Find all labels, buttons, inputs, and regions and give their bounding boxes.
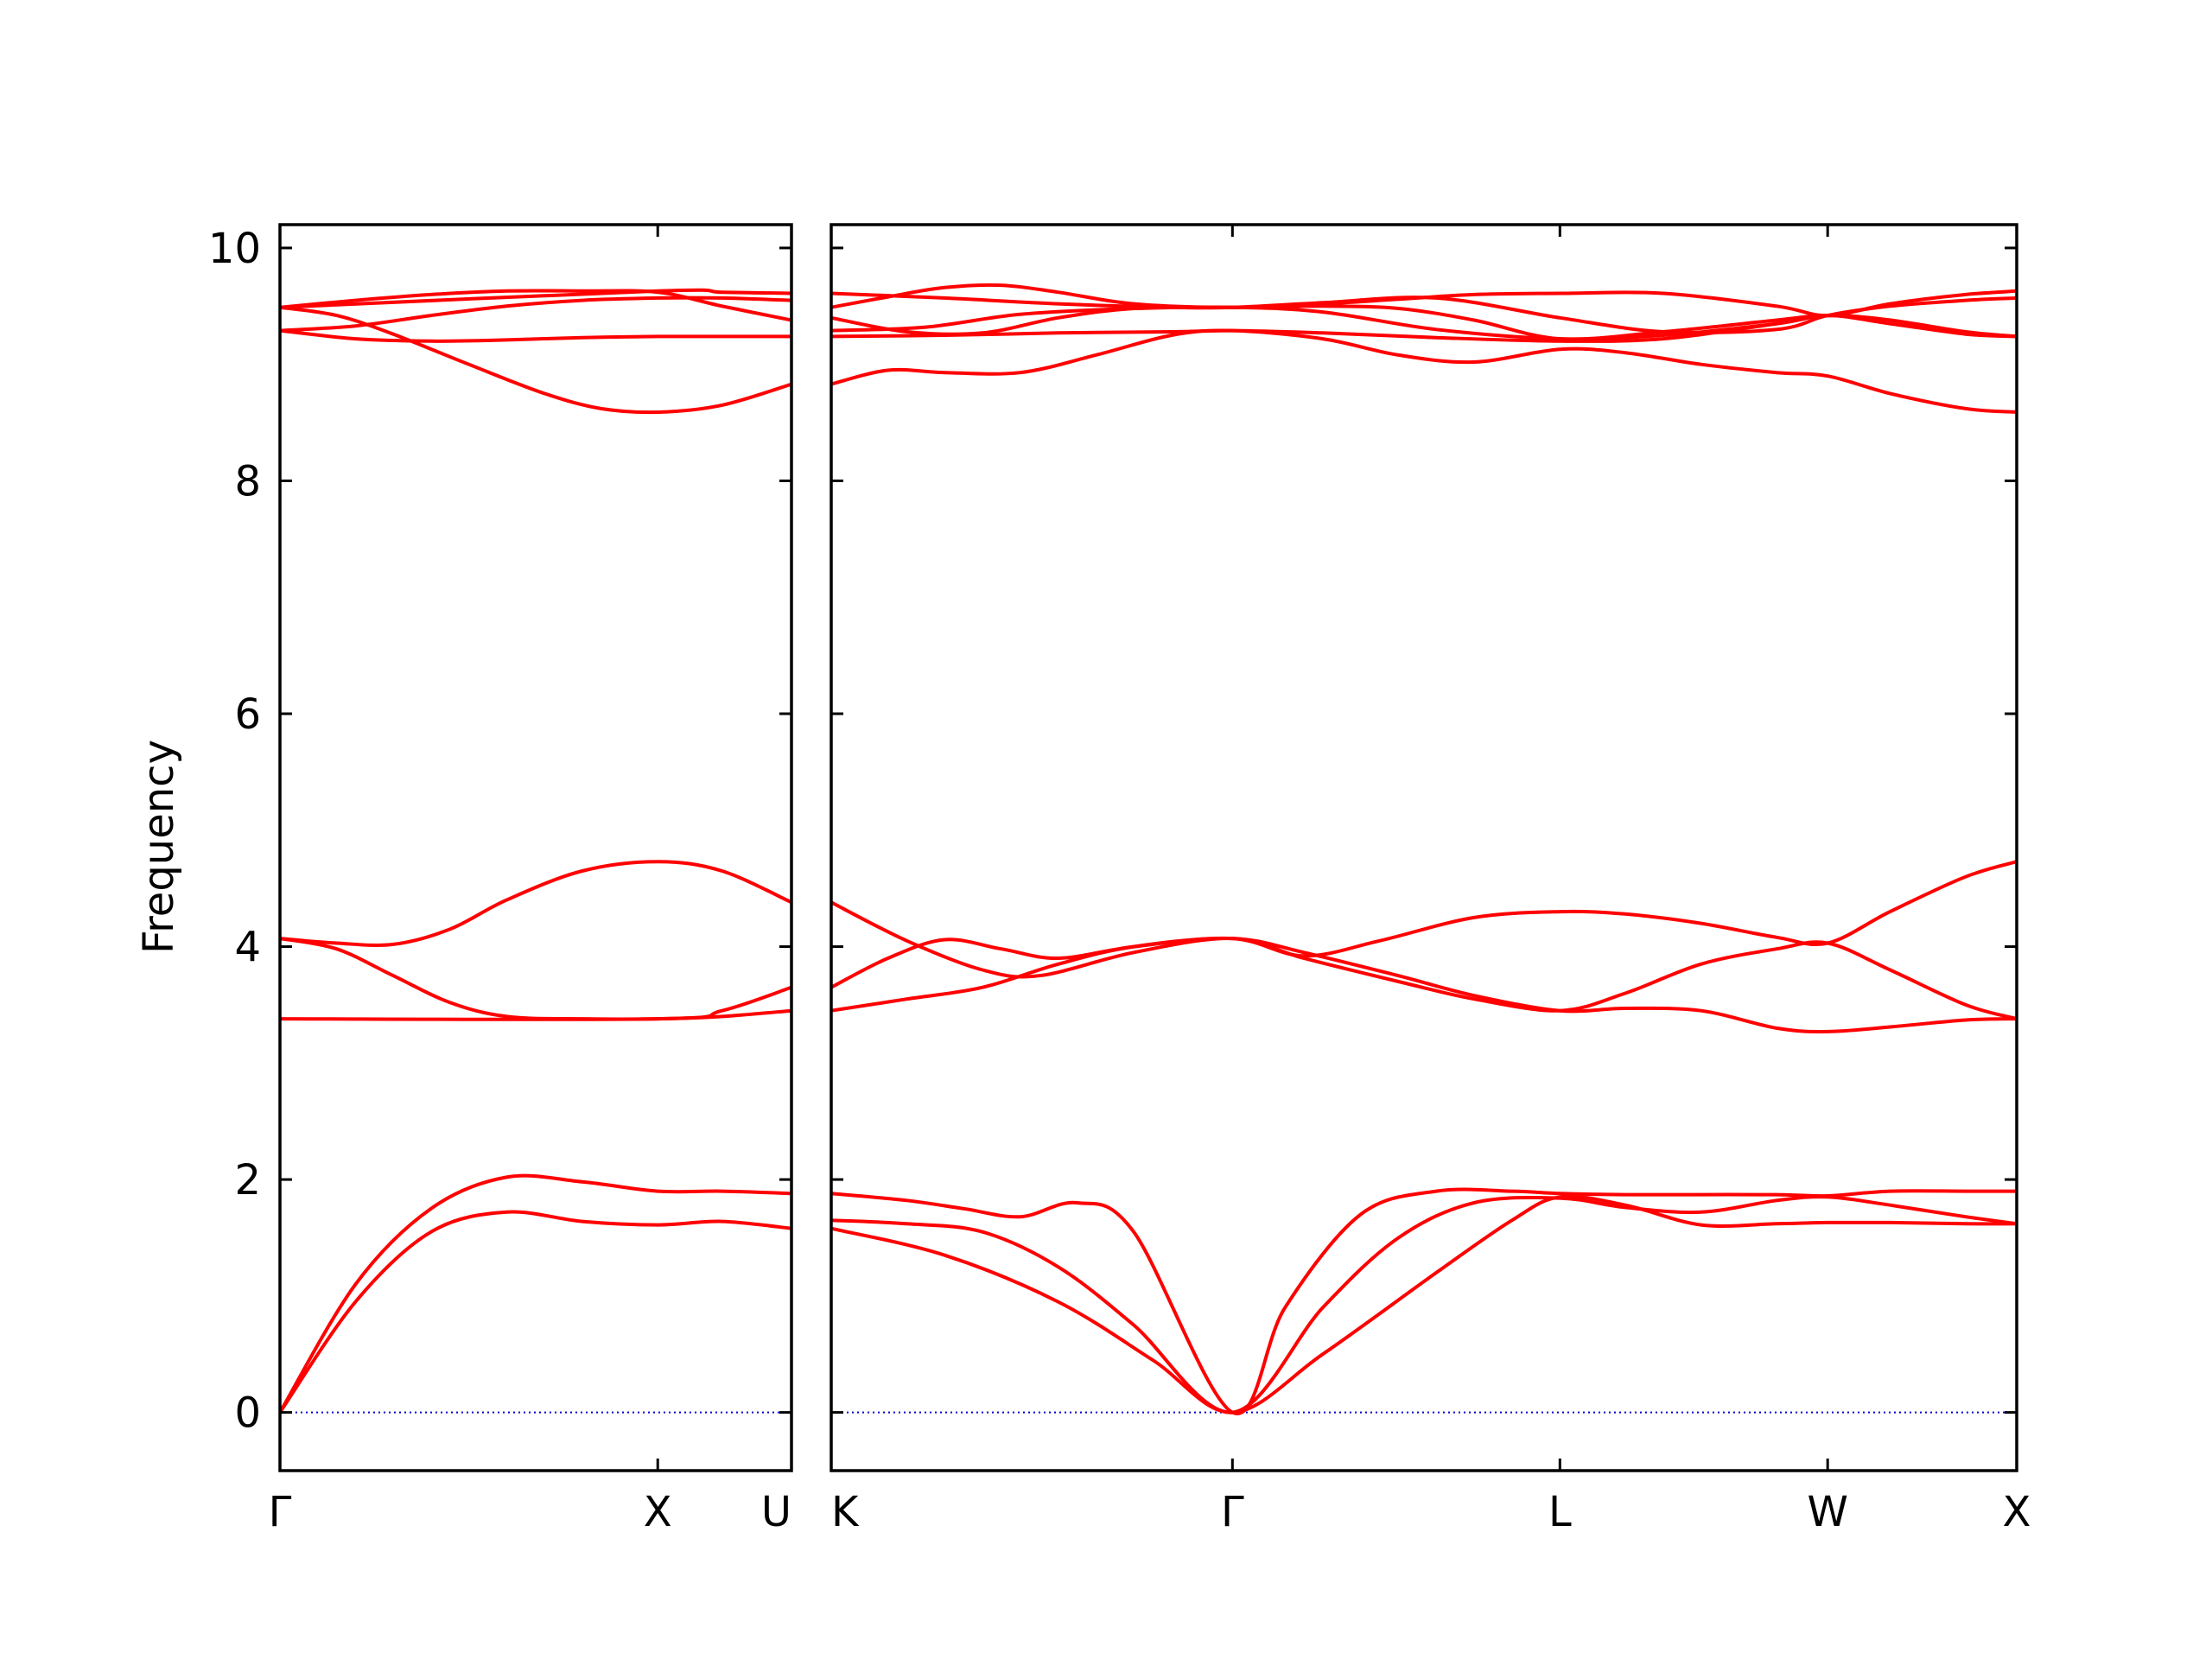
y-tick-label: 0 bbox=[234, 1389, 261, 1438]
band-line-1 bbox=[280, 1210, 791, 1414]
band-line-5 bbox=[831, 860, 2017, 989]
x-tick-label: X bbox=[2003, 1488, 2031, 1536]
x-tick-label: X bbox=[644, 1488, 672, 1536]
x-tick-label: W bbox=[1807, 1488, 1847, 1536]
panel-frame bbox=[830, 223, 2018, 1472]
y-tick-label: 8 bbox=[234, 457, 261, 505]
band-line-6 bbox=[831, 900, 2017, 1021]
band-line-7 bbox=[831, 328, 2017, 414]
band-line-3 bbox=[831, 1187, 2017, 1416]
y-tick-label: 10 bbox=[208, 225, 261, 273]
x-tick-label: Γ bbox=[1221, 1488, 1244, 1536]
band-line-1 bbox=[831, 1194, 2017, 1414]
band-line-10 bbox=[280, 288, 791, 309]
y-axis-title: Frequency bbox=[135, 740, 183, 954]
band-line-4 bbox=[831, 936, 2017, 1033]
band-line-3 bbox=[280, 937, 791, 1021]
y-tick-label: 6 bbox=[234, 690, 261, 739]
x-tick-label: L bbox=[1548, 1488, 1572, 1536]
band-line-2 bbox=[831, 1195, 2017, 1414]
x-tick-label: K bbox=[831, 1488, 860, 1536]
series-group bbox=[280, 288, 791, 1414]
panel-1: 0 2 4 6 8 10 Γ X U bbox=[208, 223, 793, 1536]
y-tick-label: 4 bbox=[234, 924, 261, 972]
band-line-8 bbox=[831, 314, 2017, 343]
band-line-11 bbox=[831, 291, 2017, 334]
series-group bbox=[831, 283, 2017, 1416]
band-line-4 bbox=[280, 860, 791, 947]
band-line-5 bbox=[280, 985, 791, 1021]
band-line-7 bbox=[280, 328, 791, 343]
x-tick-label: U bbox=[761, 1488, 791, 1536]
band-line-12 bbox=[831, 305, 2017, 341]
panel-frame bbox=[278, 223, 793, 1472]
band-line-6 bbox=[280, 305, 791, 415]
y-tick-label: 2 bbox=[234, 1156, 261, 1205]
band-line-8 bbox=[280, 296, 791, 333]
x-tick-label: Γ bbox=[269, 1488, 292, 1536]
band-line-9 bbox=[280, 289, 791, 322]
band-line-2 bbox=[280, 1173, 791, 1414]
